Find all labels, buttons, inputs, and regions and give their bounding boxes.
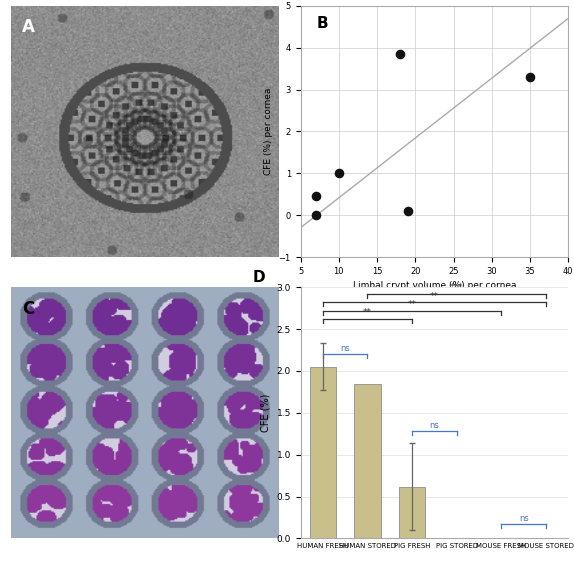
- Point: [403, 206, 412, 215]
- Text: A: A: [22, 19, 35, 36]
- X-axis label: Limbal crypt volume (%) per cornea: Limbal crypt volume (%) per cornea: [352, 281, 516, 290]
- Text: D: D: [253, 270, 265, 285]
- Y-axis label: CFE (%) per cornea: CFE (%) per cornea: [264, 88, 273, 175]
- Text: **: **: [408, 300, 417, 309]
- Text: **: **: [363, 309, 372, 317]
- Y-axis label: CFE (%): CFE (%): [261, 394, 271, 432]
- Text: ns: ns: [340, 343, 350, 353]
- Point: [334, 168, 343, 178]
- Bar: [399, 486, 425, 538]
- Point: [395, 49, 405, 58]
- Text: C: C: [22, 300, 34, 318]
- Text: ns: ns: [519, 514, 529, 523]
- Text: ***: ***: [450, 283, 463, 292]
- Bar: [354, 383, 381, 538]
- Text: ns: ns: [429, 420, 439, 430]
- Bar: [309, 367, 336, 538]
- Point: [525, 72, 534, 82]
- Point: [311, 211, 320, 220]
- Point: [311, 192, 320, 201]
- Text: B: B: [317, 16, 328, 31]
- Text: **: **: [430, 292, 439, 301]
